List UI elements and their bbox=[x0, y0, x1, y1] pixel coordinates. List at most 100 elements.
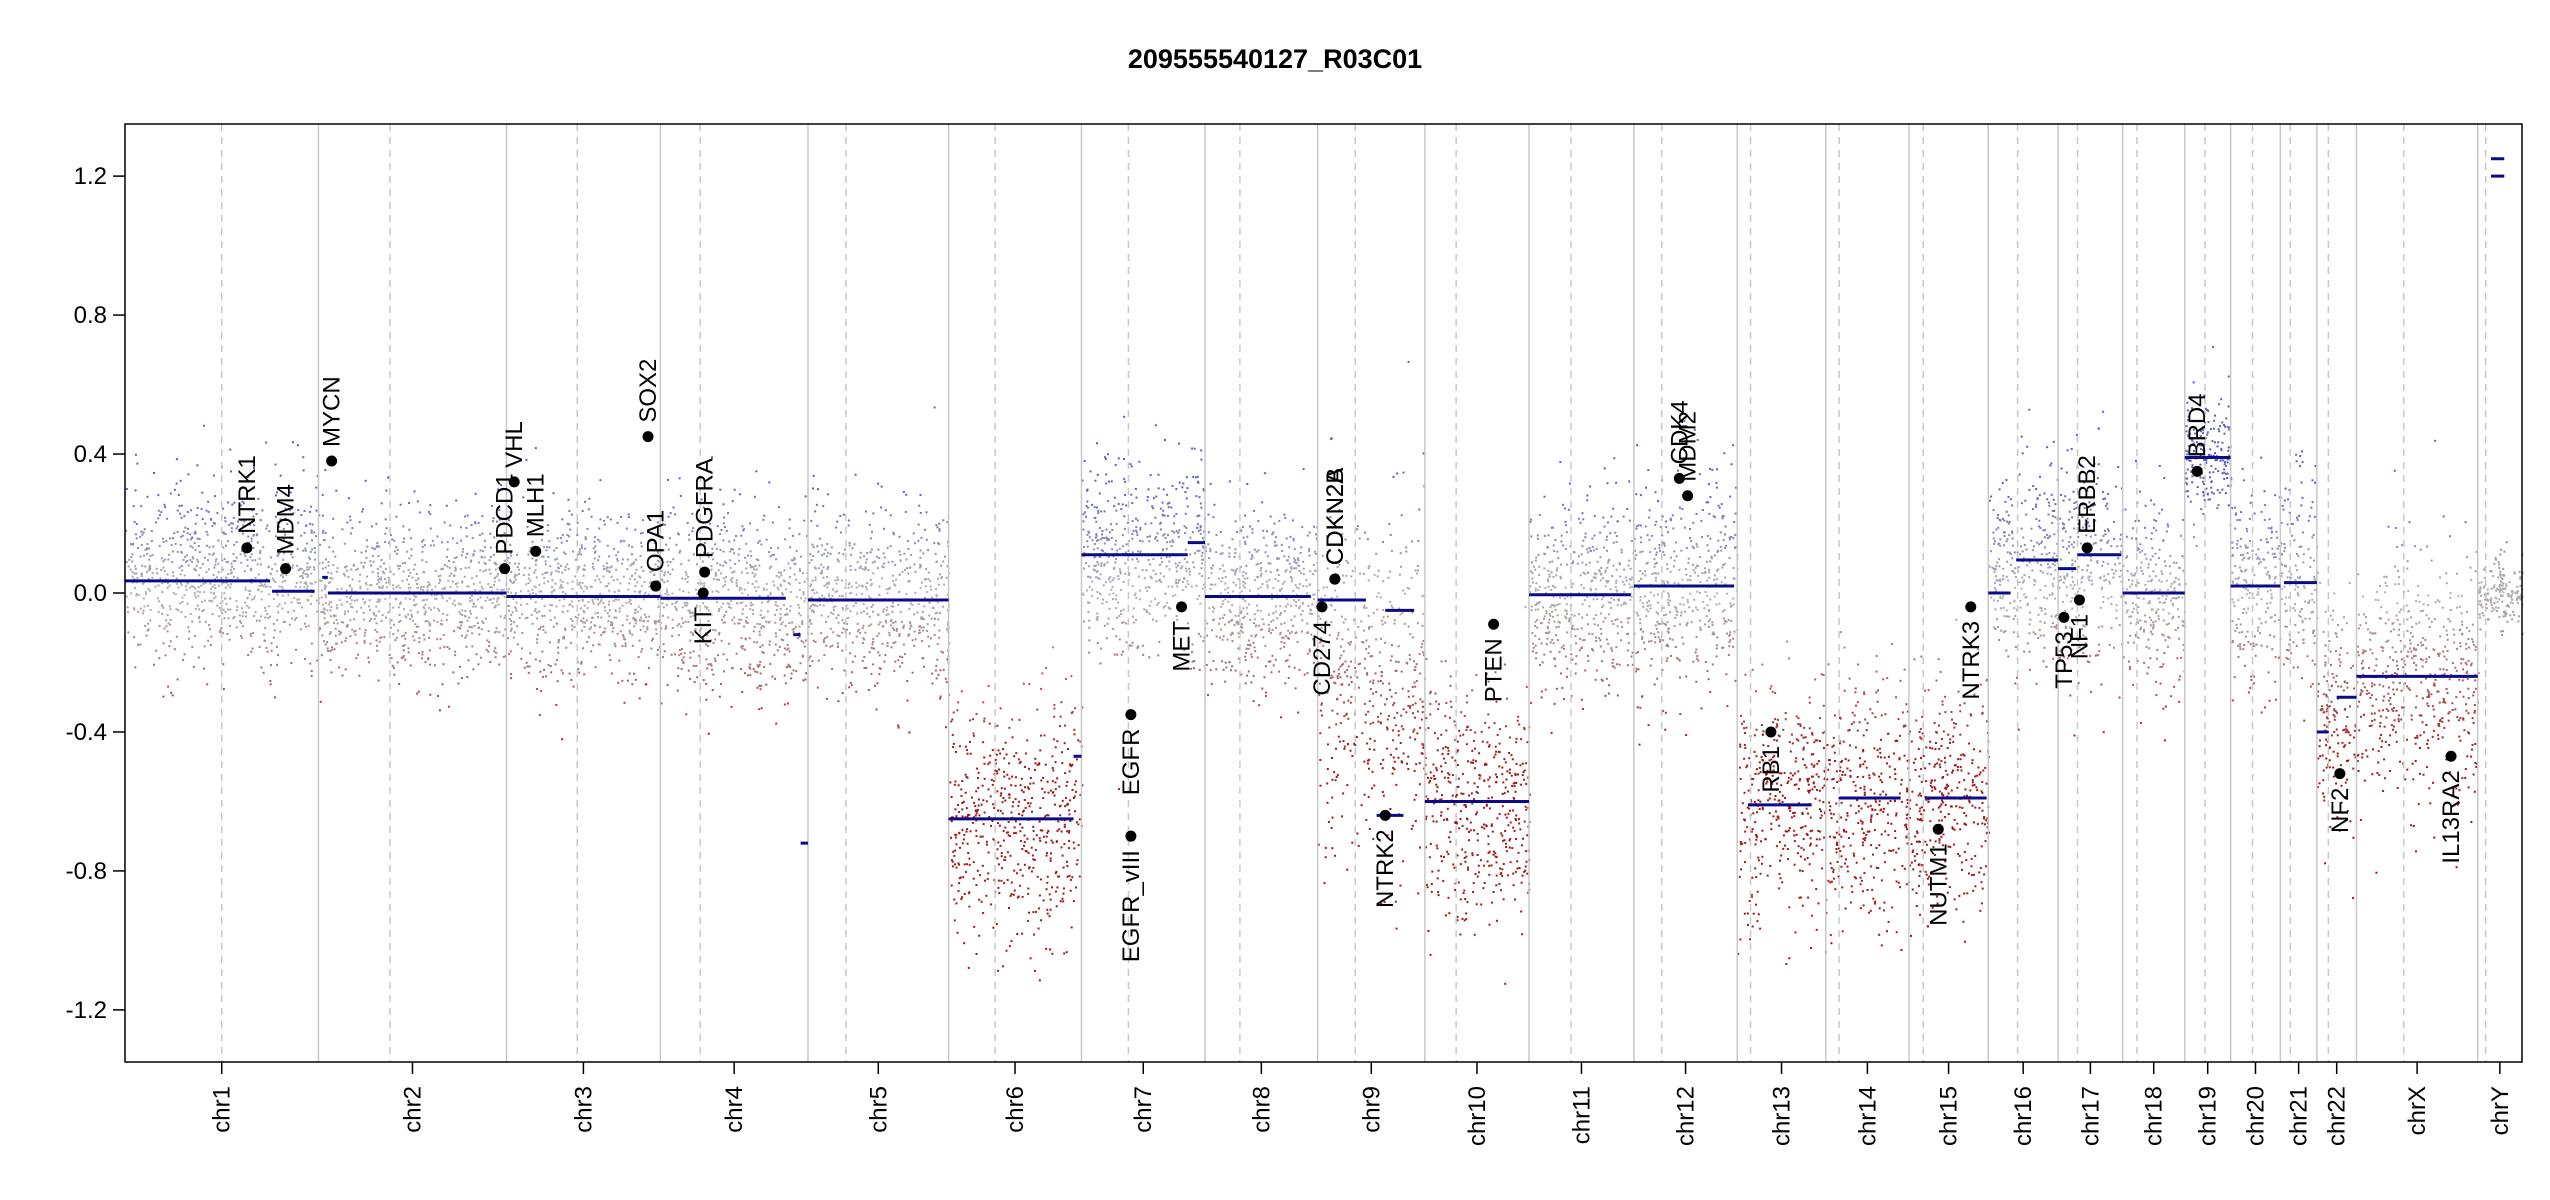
probe-point bbox=[1197, 632, 1200, 635]
probe-point bbox=[971, 821, 974, 824]
probe-point bbox=[1168, 560, 1171, 563]
probe-point bbox=[638, 697, 641, 700]
probe-point bbox=[664, 571, 666, 574]
probe-point bbox=[603, 519, 606, 522]
probe-point bbox=[1208, 557, 1211, 560]
probe-point bbox=[718, 695, 721, 698]
probe-point bbox=[1054, 803, 1056, 806]
probe-point bbox=[903, 624, 906, 627]
probe-point bbox=[533, 610, 536, 612]
probe-point bbox=[714, 629, 717, 632]
probe-point bbox=[816, 591, 819, 594]
probe-point bbox=[889, 514, 892, 517]
probe-point bbox=[762, 588, 765, 591]
probe-point bbox=[416, 582, 419, 585]
probe-point bbox=[661, 579, 664, 582]
probe-point bbox=[1006, 773, 1009, 776]
probe-point bbox=[196, 507, 199, 509]
probe-point bbox=[565, 539, 568, 542]
probe-point bbox=[498, 509, 501, 512]
probe-point bbox=[373, 618, 376, 621]
probe-point bbox=[1063, 825, 1066, 828]
probe-point bbox=[387, 611, 390, 614]
probe-point bbox=[1136, 519, 1139, 522]
probe-point bbox=[1294, 584, 1297, 587]
probe-point bbox=[471, 632, 474, 635]
probe-point bbox=[481, 587, 484, 590]
probe-point bbox=[474, 605, 477, 608]
probe-point bbox=[872, 647, 875, 650]
probe-point bbox=[860, 611, 863, 614]
probe-point bbox=[1227, 600, 1230, 603]
probe-point bbox=[510, 591, 513, 594]
probe-point bbox=[863, 656, 866, 658]
probe-point bbox=[149, 609, 152, 611]
probe-point bbox=[1128, 572, 1131, 575]
probe-point bbox=[401, 562, 404, 565]
probe-point bbox=[418, 637, 421, 640]
probe-point bbox=[1313, 550, 1316, 553]
probe-point bbox=[421, 653, 424, 656]
probe-point bbox=[1280, 587, 1283, 590]
probe-point bbox=[477, 663, 480, 666]
probe-point bbox=[1038, 979, 1041, 982]
probe-point bbox=[1231, 631, 1234, 634]
probe-point bbox=[1068, 809, 1071, 812]
probe-point bbox=[778, 645, 781, 648]
probe-point bbox=[1230, 568, 1233, 571]
probe-point bbox=[1008, 945, 1011, 948]
probe-point bbox=[278, 552, 281, 555]
probe-point bbox=[640, 545, 643, 548]
probe-point bbox=[1096, 473, 1099, 476]
probe-point bbox=[741, 647, 744, 650]
probe-point bbox=[1116, 549, 1119, 552]
probe-point bbox=[194, 522, 197, 525]
probe-point bbox=[327, 650, 330, 652]
probe-point bbox=[521, 613, 524, 616]
probe-point bbox=[1131, 641, 1134, 644]
probe-point bbox=[133, 578, 136, 581]
probe-point bbox=[723, 614, 726, 617]
probe-point bbox=[335, 570, 338, 573]
probe-point bbox=[489, 661, 492, 663]
probe-point bbox=[1399, 613, 1402, 616]
probe-point bbox=[209, 628, 212, 631]
probe-point bbox=[1135, 529, 1137, 532]
probe-point bbox=[836, 576, 839, 579]
probe-point bbox=[541, 555, 544, 558]
probe-point bbox=[175, 482, 178, 485]
probe-point bbox=[571, 580, 574, 583]
probe-point bbox=[410, 548, 413, 551]
probe-point bbox=[439, 623, 442, 625]
probe-point bbox=[978, 934, 981, 937]
probe-point bbox=[823, 596, 826, 599]
probe-point bbox=[561, 738, 564, 741]
probe-point bbox=[535, 559, 538, 562]
probe-point bbox=[1206, 622, 1209, 625]
probe-point bbox=[813, 611, 815, 614]
probe-point bbox=[1114, 543, 1117, 546]
probe-point bbox=[1191, 531, 1194, 534]
probe-point bbox=[451, 580, 454, 583]
probe-point bbox=[173, 648, 176, 651]
probe-point bbox=[731, 667, 734, 670]
probe-point bbox=[664, 592, 667, 595]
probe-point bbox=[564, 552, 567, 555]
probe-point bbox=[552, 492, 555, 495]
probe-point bbox=[474, 589, 477, 592]
probe-point bbox=[991, 783, 994, 786]
probe-point bbox=[296, 444, 299, 447]
probe-point bbox=[1240, 629, 1243, 632]
probe-point bbox=[1313, 525, 1316, 528]
probe-point bbox=[1023, 799, 1026, 801]
probe-point bbox=[707, 663, 710, 666]
probe-point bbox=[587, 508, 590, 511]
probe-point bbox=[722, 615, 725, 618]
probe-point bbox=[250, 567, 253, 570]
probe-point bbox=[820, 563, 823, 566]
probe-point bbox=[207, 568, 210, 571]
probe-point bbox=[135, 594, 138, 597]
probe-point bbox=[967, 813, 969, 816]
probe-point bbox=[1221, 603, 1224, 605]
probe-point bbox=[412, 619, 414, 622]
